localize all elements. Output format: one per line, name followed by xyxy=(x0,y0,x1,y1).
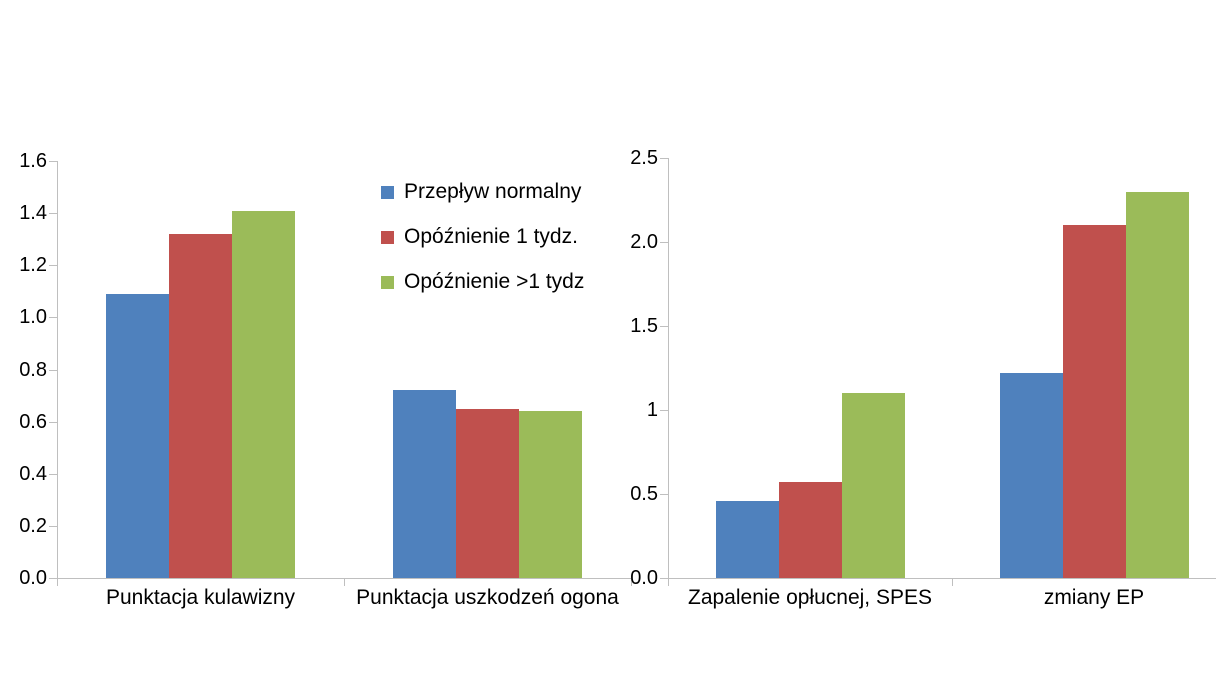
x-category-label: Zapalenie opłucnej, SPES xyxy=(688,586,932,609)
y-tick-label: 2.0 xyxy=(630,231,658,253)
y-tick xyxy=(49,213,57,214)
x-axis-line xyxy=(57,578,631,579)
y-tick xyxy=(660,494,668,495)
y-tick-label: 0.8 xyxy=(19,359,47,381)
y-tick xyxy=(660,578,668,579)
x-tick xyxy=(952,579,953,586)
y-tick xyxy=(660,410,668,411)
legend-swatch-icon xyxy=(381,230,394,244)
bar-series2-cat1 xyxy=(779,482,842,578)
y-tick xyxy=(49,526,57,527)
y-tick-label: 2.5 xyxy=(630,147,658,169)
bar-series1-cat1 xyxy=(106,294,169,578)
x-category-label: zmiany EP xyxy=(1043,586,1145,609)
y-tick-label: 0.5 xyxy=(630,483,658,505)
legend-swatch-icon xyxy=(381,185,394,199)
y-tick xyxy=(49,161,57,162)
x-tick xyxy=(57,579,58,586)
legend-item-series-1: Przepływ normalny xyxy=(381,180,584,204)
bar-series1-cat2 xyxy=(1000,373,1063,578)
bar-series2-cat2 xyxy=(1063,225,1126,578)
y-axis-line xyxy=(57,161,58,579)
y-tick-label: 1.6 xyxy=(19,150,47,172)
legend-item-series-3: Opóźnienie >1 tydz xyxy=(381,270,584,294)
bar-series1-cat2 xyxy=(393,390,456,578)
y-tick xyxy=(49,265,57,266)
y-tick-label: 0.0 xyxy=(19,567,47,589)
y-tick-label: 0.6 xyxy=(19,411,47,433)
y-tick-label: 1.0 xyxy=(19,306,47,328)
y-tick-label: 1 xyxy=(646,399,658,421)
y-tick-label: 1.2 xyxy=(19,254,47,276)
bar-series3-cat2 xyxy=(1126,192,1189,578)
bar-series2-cat2 xyxy=(456,409,519,578)
legend-label: Opóźnienie >1 tydz xyxy=(404,270,585,293)
y-tick xyxy=(49,370,57,371)
x-tick xyxy=(631,579,632,586)
y-tick-label: 0.2 xyxy=(19,515,47,537)
bar-series3-cat2 xyxy=(519,411,582,578)
bar-series3-cat1 xyxy=(842,393,905,578)
x-tick xyxy=(344,579,345,586)
y-tick xyxy=(660,326,668,327)
y-tick xyxy=(49,317,57,318)
y-tick xyxy=(49,578,57,579)
x-tick xyxy=(668,579,669,586)
legend-label: Przepływ normalny xyxy=(404,180,582,203)
y-axis-line xyxy=(668,158,669,579)
y-tick-label: 0.0 xyxy=(630,567,658,589)
y-tick xyxy=(49,422,57,423)
x-category-label: Punktacja kulawizny xyxy=(105,586,296,609)
x-axis-line xyxy=(668,578,1216,579)
y-tick xyxy=(49,474,57,475)
y-tick xyxy=(660,242,668,243)
legend-swatch-icon xyxy=(381,275,394,289)
legend-label: Opóźnienie 1 tydz. xyxy=(404,225,578,248)
bar-series2-cat1 xyxy=(169,234,232,578)
bar-series1-cat1 xyxy=(716,501,779,578)
legend: Przepływ normalny Opóźnienie 1 tydz. Opó… xyxy=(381,180,584,315)
y-tick xyxy=(660,158,668,159)
y-tick-label: 1.4 xyxy=(19,202,47,224)
y-tick-label: 0.4 xyxy=(19,463,47,485)
legend-item-series-2: Opóźnienie 1 tydz. xyxy=(381,225,584,249)
x-category-label: Punktacja uszkodzeń ogona xyxy=(356,586,619,609)
y-tick-label: 1.5 xyxy=(630,315,658,337)
bar-series3-cat1 xyxy=(232,211,295,578)
